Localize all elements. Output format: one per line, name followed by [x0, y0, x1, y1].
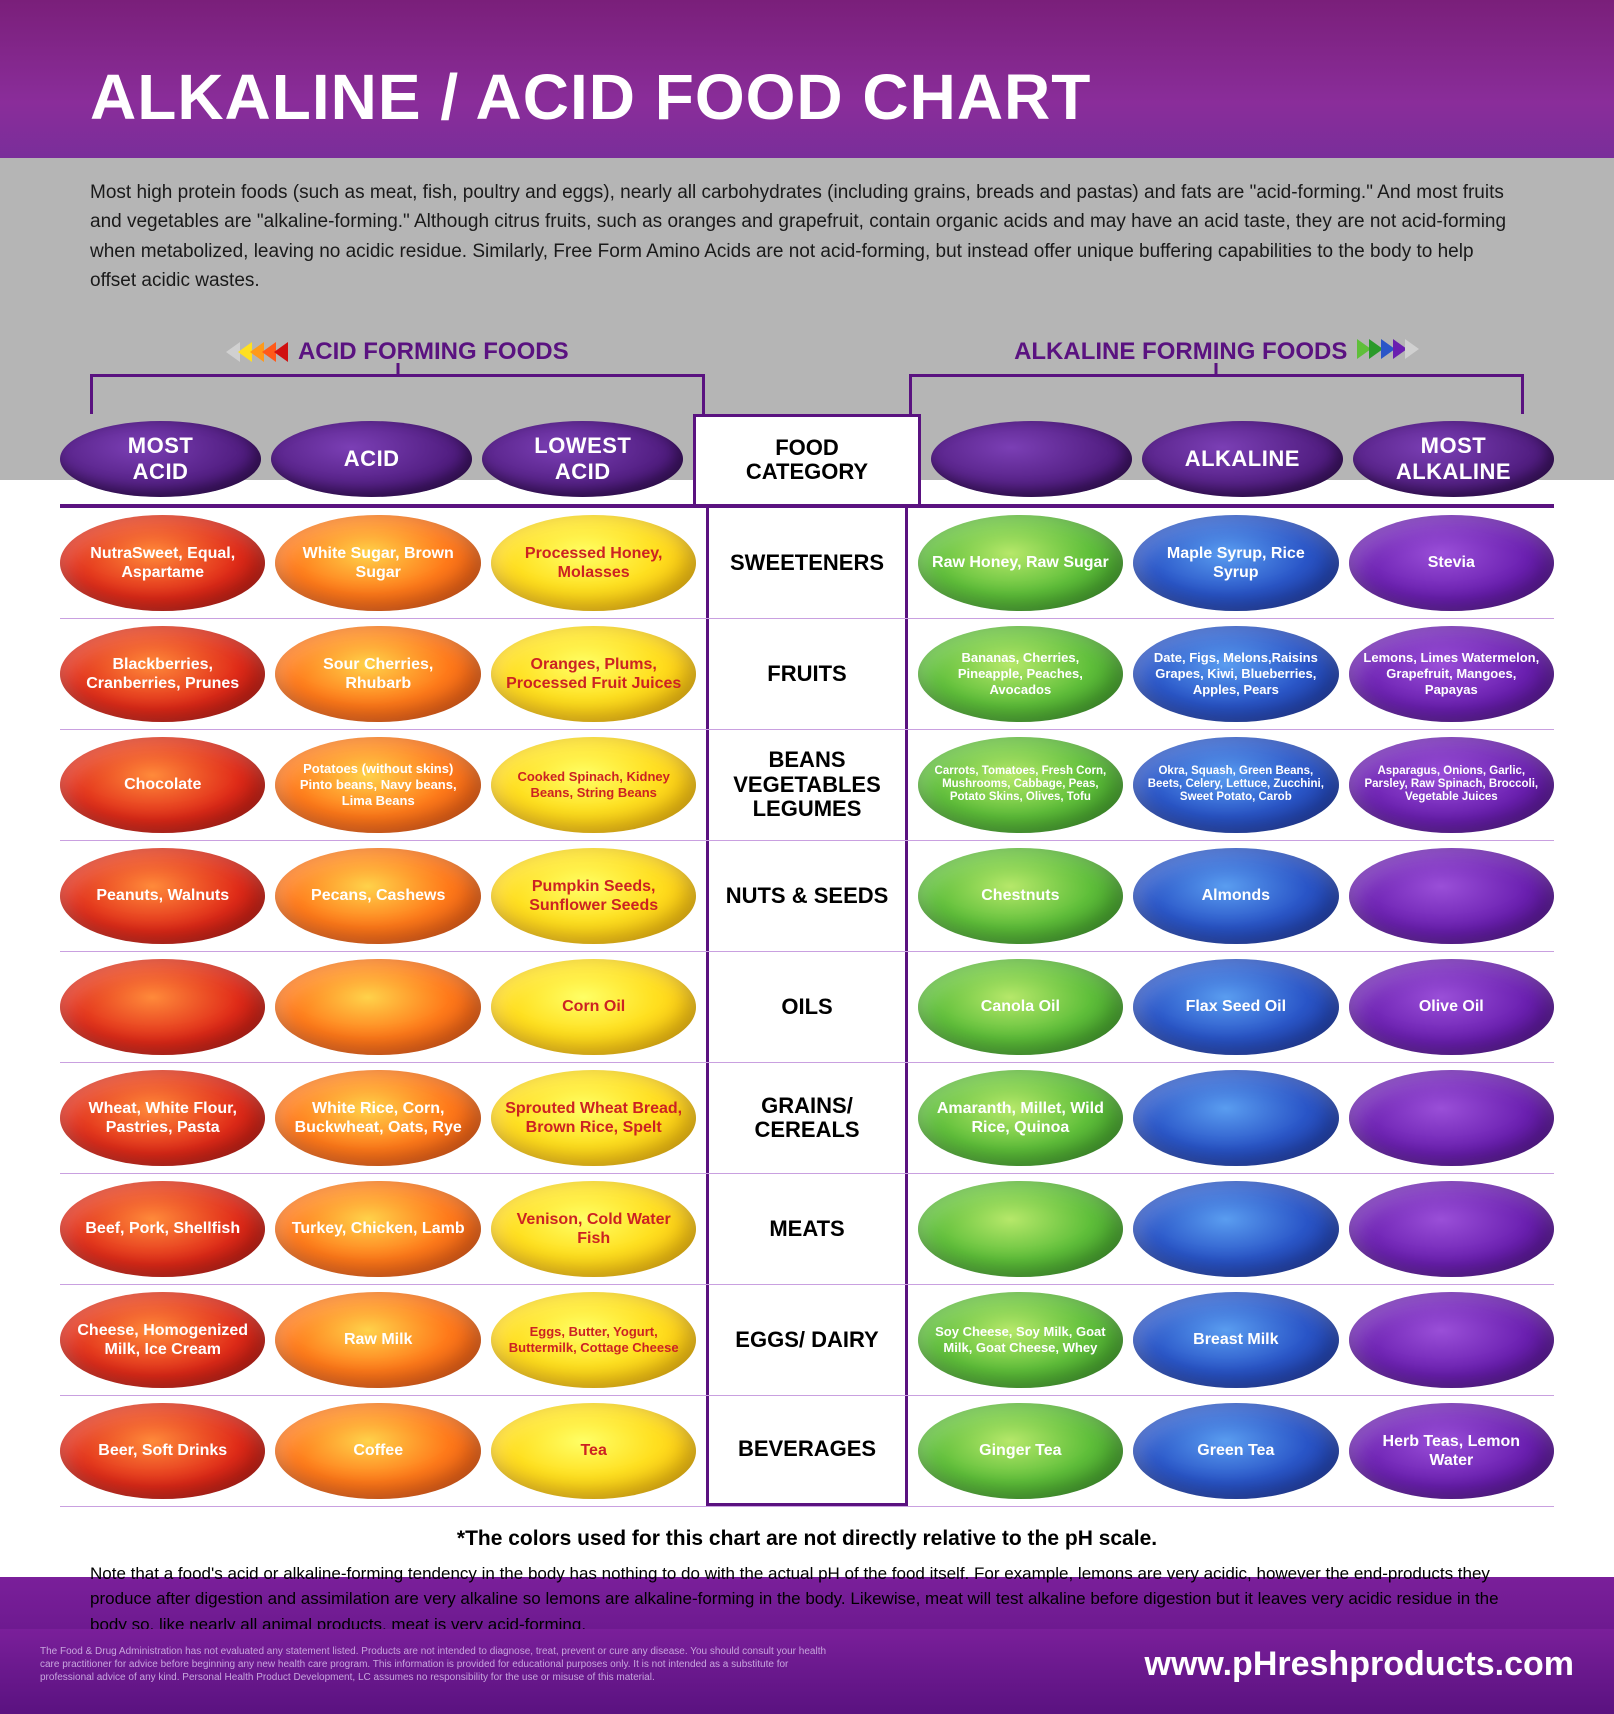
bracket-row — [0, 366, 1614, 414]
cell-alkaline: Flax Seed Oil — [1133, 959, 1338, 1055]
cell-alkaline: Green Tea — [1133, 1403, 1338, 1499]
cell-lowest_acid: Eggs, Butter, Yogurt, Buttermilk, Cottag… — [491, 1292, 696, 1388]
bottom-note: Note that a food's acid or alkaline-form… — [90, 1561, 1524, 1638]
cell-acid — [275, 959, 480, 1055]
alkaline-bracket — [909, 374, 1524, 414]
header-most_acid: MOST ACID — [60, 421, 261, 497]
website-url: www.pHreshproducts.com — [1145, 1645, 1574, 1684]
alkaline-arrows-icon — [1359, 338, 1419, 366]
cell-acid: Pecans, Cashews — [275, 848, 480, 944]
cell-acid: Sour Cherries, Rhubarb — [275, 626, 480, 722]
acid-section-label: ACID FORMING FOODS — [90, 338, 705, 366]
acid-bracket — [90, 374, 705, 414]
cell-alkaline: Almonds — [1133, 848, 1338, 944]
cell-most_acid: Cheese, Homogenized Milk, Ice Cream — [60, 1292, 265, 1388]
cell-alkaline — [1133, 1181, 1338, 1277]
cell-acid: White Sugar, Brown Sugar — [275, 515, 480, 611]
data-row: Blackberries, Cranberries, PrunesSour Ch… — [60, 619, 1554, 730]
cell-most_alkaline — [1349, 1181, 1554, 1277]
cell-lowest_alk — [918, 1181, 1123, 1277]
cell-lowest_alk: Chestnuts — [918, 848, 1123, 944]
cell-most_acid: NutraSweet, Equal, Aspartame — [60, 515, 265, 611]
cell-most_alkaline — [1349, 848, 1554, 944]
disclaimer-text: The Food & Drug Administration has not e… — [40, 1645, 840, 1684]
cell-lowest_alk: Ginger Tea — [918, 1403, 1123, 1499]
data-row: Cheese, Homogenized Milk, Ice CreamRaw M… — [60, 1285, 1554, 1396]
category-cell: GRAINS/ CEREALS — [706, 1063, 907, 1173]
footer-bar: The Food & Drug Administration has not e… — [0, 1629, 1614, 1714]
cell-lowest_alk: Raw Honey, Raw Sugar — [918, 515, 1123, 611]
category-cell: FRUITS — [706, 619, 907, 729]
section-labels: ACID FORMING FOODS ALKALINE FORMING FOOD… — [0, 326, 1614, 366]
header-lowest_acid: LOWEST ACID — [482, 421, 683, 497]
cell-acid: Raw Milk — [275, 1292, 480, 1388]
color-footnote: *The colors used for this chart are not … — [90, 1527, 1524, 1551]
data-row: Wheat, White Flour, Pastries, PastaWhite… — [60, 1063, 1554, 1174]
cell-most_alkaline — [1349, 1292, 1554, 1388]
cell-lowest_acid: Sprouted Wheat Bread, Brown Rice, Spelt — [491, 1070, 696, 1166]
cell-lowest_acid: Oranges, Plums, Processed Fruit Juices — [491, 626, 696, 722]
cell-lowest_acid: Tea — [491, 1403, 696, 1499]
cell-alkaline — [1133, 1070, 1338, 1166]
cell-lowest_acid: Pumpkin Seeds, Sunflower Seeds — [491, 848, 696, 944]
cell-acid: Coffee — [275, 1403, 480, 1499]
data-row: Peanuts, WalnutsPecans, CashewsPumpkin S… — [60, 841, 1554, 952]
category-cell: OILS — [706, 952, 907, 1062]
cell-lowest_acid: Corn Oil — [491, 959, 696, 1055]
chart-grid: MOST ACIDACIDLOWEST ACIDFOOD CATEGORY ALK… — [0, 414, 1614, 1507]
cell-most_alkaline: Stevia — [1349, 515, 1554, 611]
cell-acid: White Rice, Corn, Buckwheat, Oats, Rye — [275, 1070, 480, 1166]
cell-alkaline: Maple Syrup, Rice Syrup — [1133, 515, 1338, 611]
cell-most_alkaline — [1349, 1070, 1554, 1166]
alkaline-label-text: ALKALINE FORMING FOODS — [1014, 338, 1347, 366]
food-chart-page: ALKALINE / ACID FOOD CHART Most high pro… — [0, 0, 1614, 1714]
category-cell: BEVERAGES — [706, 1396, 907, 1506]
cell-most_acid: Peanuts, Walnuts — [60, 848, 265, 944]
header-row: MOST ACIDACIDLOWEST ACIDFOOD CATEGORY ALK… — [60, 414, 1554, 508]
data-row: Beer, Soft DrinksCoffeeTeaBEVERAGESGinge… — [60, 1396, 1554, 1507]
data-row: ChocolatePotatoes (without skins) Pinto … — [60, 730, 1554, 841]
cell-alkaline: Breast Milk — [1133, 1292, 1338, 1388]
data-row: Beef, Pork, ShellfishTurkey, Chicken, La… — [60, 1174, 1554, 1285]
cell-most_acid: Beef, Pork, Shellfish — [60, 1181, 265, 1277]
data-row: NutraSweet, Equal, AspartameWhite Sugar,… — [60, 508, 1554, 619]
cell-alkaline: Date, Figs, Melons,Raisins Grapes, Kiwi,… — [1133, 626, 1338, 722]
cell-alkaline: Okra, Squash, Green Beans, Beets, Celery… — [1133, 737, 1338, 833]
cell-most_acid: Blackberries, Cranberries, Prunes — [60, 626, 265, 722]
category-cell: SWEETENERS — [706, 508, 907, 618]
cell-most_acid: Beer, Soft Drinks — [60, 1403, 265, 1499]
cell-lowest_acid: Processed Honey, Molasses — [491, 515, 696, 611]
cell-lowest_alk: Canola Oil — [918, 959, 1123, 1055]
acid-arrows-icon — [226, 342, 286, 362]
cell-lowest_acid: Cooked Spinach, Kidney Beans, String Bea… — [491, 737, 696, 833]
cell-most_acid — [60, 959, 265, 1055]
cell-lowest_alk: Amaranth, Millet, Wild Rice, Quinoa — [918, 1070, 1123, 1166]
cell-most_alkaline: Asparagus, Onions, Garlic, Parsley, Raw … — [1349, 737, 1554, 833]
category-cell: EGGS/ DAIRY — [706, 1285, 907, 1395]
cell-most_alkaline: Lemons, Limes Watermelon, Grapefruit, Ma… — [1349, 626, 1554, 722]
cell-acid: Potatoes (without skins) Pinto beans, Na… — [275, 737, 480, 833]
page-title: ALKALINE / ACID FOOD CHART — [0, 0, 1614, 158]
cell-lowest_alk: Bananas, Cherries, Pineapple, Peaches, A… — [918, 626, 1123, 722]
cell-acid: Turkey, Chicken, Lamb — [275, 1181, 480, 1277]
category-cell: BEANS VEGETABLES LEGUMES — [706, 730, 907, 840]
intro-text: Most high protein foods (such as meat, f… — [0, 158, 1614, 326]
cell-lowest_acid: Venison, Cold Water Fish — [491, 1181, 696, 1277]
cell-most_alkaline: Olive Oil — [1349, 959, 1554, 1055]
cell-most_acid: Chocolate — [60, 737, 265, 833]
data-row: Corn OilOILSCanola OilFlax Seed OilOlive… — [60, 952, 1554, 1063]
header-acid: ACID — [271, 421, 472, 497]
header-lowest_alk — [931, 421, 1132, 497]
cell-lowest_alk: Soy Cheese, Soy Milk, Goat Milk, Goat Ch… — [918, 1292, 1123, 1388]
acid-label-text: ACID FORMING FOODS — [298, 338, 569, 366]
header-alkaline: ALKALINE — [1142, 421, 1343, 497]
header-category: FOOD CATEGORY — [693, 414, 920, 504]
cell-most_alkaline: Herb Teas, Lemon Water — [1349, 1403, 1554, 1499]
cell-lowest_alk: Carrots, Tomatoes, Fresh Corn, Mushrooms… — [918, 737, 1123, 833]
alkaline-section-label: ALKALINE FORMING FOODS — [909, 338, 1524, 366]
category-cell: NUTS & SEEDS — [706, 841, 907, 951]
cell-most_acid: Wheat, White Flour, Pastries, Pasta — [60, 1070, 265, 1166]
category-cell: MEATS — [706, 1174, 907, 1284]
header-most_alkaline: MOST ALKALINE — [1353, 421, 1554, 497]
